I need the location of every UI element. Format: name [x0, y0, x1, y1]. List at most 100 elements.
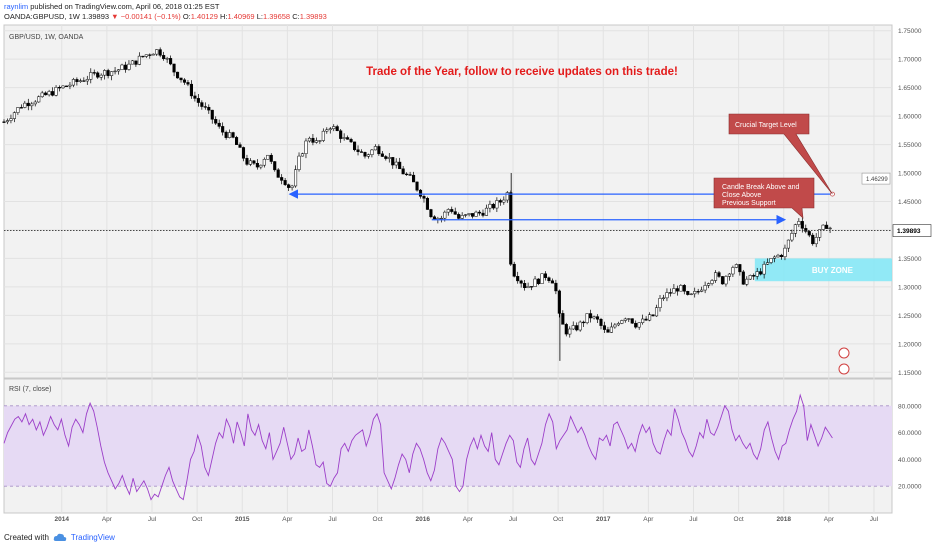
time-axis-label: 2018: [776, 516, 791, 523]
candle-body: [543, 273, 548, 278]
candle-body: [425, 198, 430, 210]
candle-body: [446, 209, 450, 213]
candle-body: [727, 273, 731, 277]
candle-body: [99, 74, 103, 78]
candle-body: [755, 271, 759, 277]
candle-body: [353, 141, 357, 151]
candle-body: [752, 275, 756, 277]
candle-body: [179, 77, 183, 81]
candle-body: [443, 211, 447, 219]
candle-body: [78, 80, 82, 82]
candle-body: [137, 55, 141, 65]
candle-body: [276, 169, 280, 178]
candle-body: [412, 174, 416, 183]
candle-body: [300, 153, 305, 157]
candle-body: [262, 159, 266, 166]
candle-body: [759, 271, 763, 275]
candle-body: [415, 181, 419, 191]
published-text: published on TradingView.com, April 06, …: [30, 2, 220, 11]
candle-body: [502, 199, 506, 203]
candle-body: [44, 92, 48, 96]
candle-body: [696, 291, 700, 293]
candle-body: [429, 209, 433, 217]
candle-body: [186, 82, 190, 85]
price-axis-label: 1.60000: [898, 114, 922, 121]
candle-body: [245, 158, 249, 165]
candle-body: [689, 293, 693, 295]
candle-body: [457, 214, 461, 219]
candle-body: [235, 137, 239, 145]
candle-body: [418, 189, 423, 197]
candle-body: [599, 319, 603, 326]
candle-body: [141, 55, 145, 58]
candle-body: [686, 291, 690, 295]
candle-body: [516, 276, 520, 282]
time-axis-label: Jul: [148, 516, 157, 523]
candle-body: [214, 119, 218, 124]
candle-body: [568, 328, 572, 335]
candle-body: [359, 151, 364, 153]
author-name[interactable]: raynlim: [4, 2, 29, 11]
price-axis-label: 1.30000: [898, 284, 922, 291]
candle-body: [377, 146, 381, 155]
price-legend: GBP/USD, 1W, OANDA: [9, 34, 84, 41]
candle-body: [394, 161, 398, 166]
breakout-callout: [713, 177, 815, 219]
candle-body: [321, 130, 325, 141]
candle-body: [158, 49, 162, 56]
candle-body: [169, 58, 173, 65]
candle-body: [311, 137, 315, 143]
candle-body: [228, 132, 232, 138]
candle-body: [294, 169, 298, 187]
candle-body: [325, 129, 329, 132]
time-axis-label: Oct: [734, 516, 744, 523]
candle-body: [61, 85, 65, 89]
time-axis-label: 2016: [415, 516, 430, 523]
time-axis-label: Apr: [463, 516, 474, 523]
candle-body: [533, 278, 537, 287]
candle-body: [82, 80, 86, 82]
candle-body: [450, 209, 454, 212]
candle-body: [679, 285, 683, 292]
price-axis-label: 1.20000: [898, 341, 922, 348]
candle-body: [19, 107, 23, 109]
candle-body: [280, 177, 284, 181]
candle-body: [453, 211, 457, 215]
candle-body: [342, 137, 346, 139]
candle-body: [637, 322, 641, 328]
buy-zone-box: [754, 258, 892, 282]
candle-body: [120, 64, 124, 71]
candle-body: [162, 55, 166, 59]
candle-body: [814, 237, 818, 245]
time-axis-label: Oct: [553, 516, 563, 523]
candle-body: [547, 277, 551, 281]
candle-body: [9, 118, 13, 121]
candle-body: [731, 267, 735, 275]
candle-body: [356, 149, 360, 152]
tradingview-brand[interactable]: TradingView: [70, 533, 115, 542]
candle-body: [477, 211, 482, 214]
price-axis-label: 1.70000: [898, 57, 922, 64]
candle-body: [536, 278, 541, 284]
candle-body: [92, 72, 96, 74]
candle-body: [471, 213, 475, 217]
candle-body: [595, 316, 600, 320]
candle-body: [776, 254, 780, 258]
candle-body: [103, 70, 107, 76]
candle-body: [661, 297, 666, 299]
candle-body: [707, 283, 711, 286]
ohlc-bar: OANDA:GBPUSD, 1W 1.39893 ▼ −0.00141 (−0.…: [4, 12, 327, 21]
candle-body: [620, 320, 624, 324]
candle-body: [16, 107, 20, 113]
candle-body: [738, 264, 742, 273]
price-axis-label: 1.45000: [898, 199, 922, 206]
target-level-callout-label: Crucial Target Level: [735, 122, 797, 129]
rsi-axis-label: 20.0000: [898, 484, 922, 491]
candle-body: [189, 83, 193, 97]
buy-zone-label: BUY ZONE: [812, 266, 854, 275]
candle-body: [175, 71, 180, 79]
candle-body: [51, 91, 55, 96]
candle-body: [40, 92, 44, 98]
candle-body: [172, 63, 176, 73]
